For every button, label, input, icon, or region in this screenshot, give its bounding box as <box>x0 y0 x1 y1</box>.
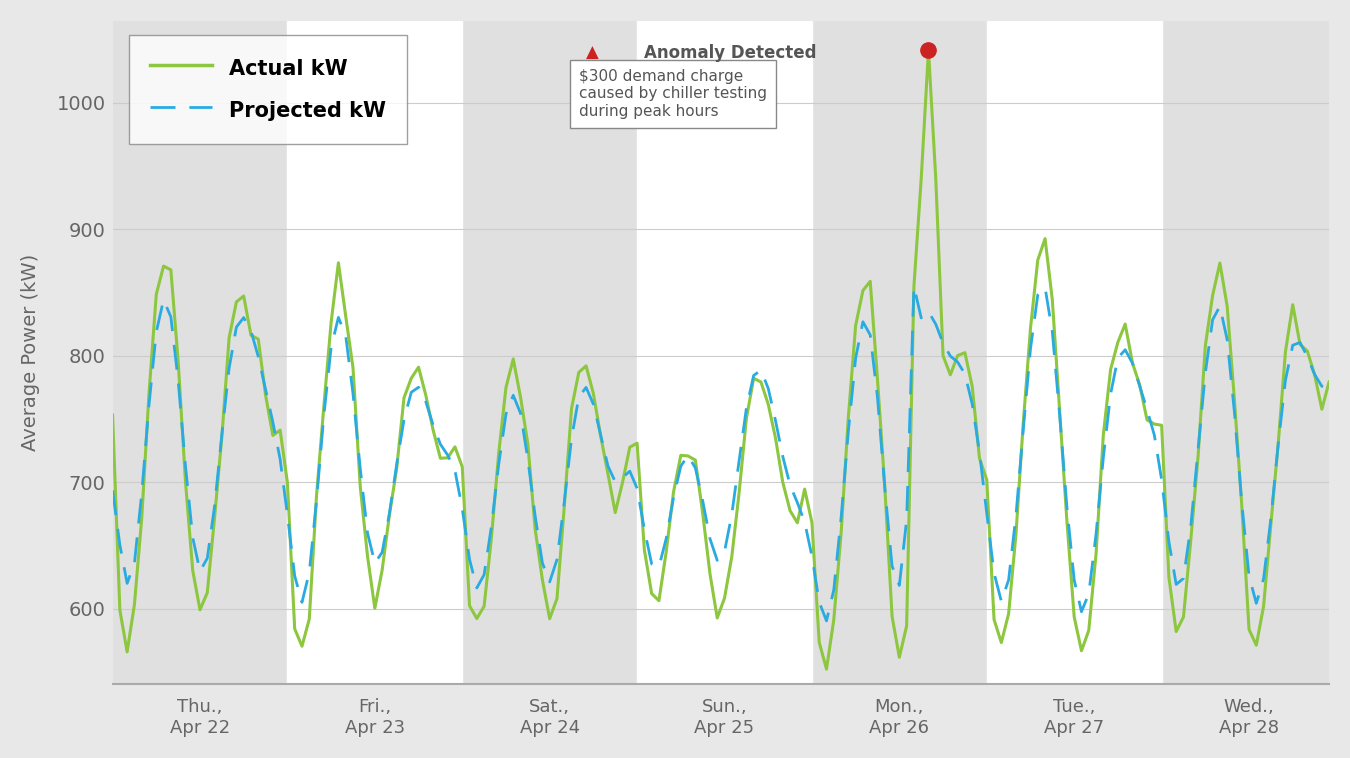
Bar <box>637 20 811 684</box>
Bar <box>288 20 462 684</box>
Text: $300 demand charge
caused by chiller testing
during peak hours: $300 demand charge caused by chiller tes… <box>579 69 767 119</box>
Text: ▲: ▲ <box>586 44 599 61</box>
Legend: Actual kW, Projected kW: Actual kW, Projected kW <box>130 35 406 144</box>
Text: Anomaly Detected: Anomaly Detected <box>644 44 817 61</box>
Bar <box>987 20 1161 684</box>
Y-axis label: Average Power (kW): Average Power (kW) <box>20 254 40 451</box>
